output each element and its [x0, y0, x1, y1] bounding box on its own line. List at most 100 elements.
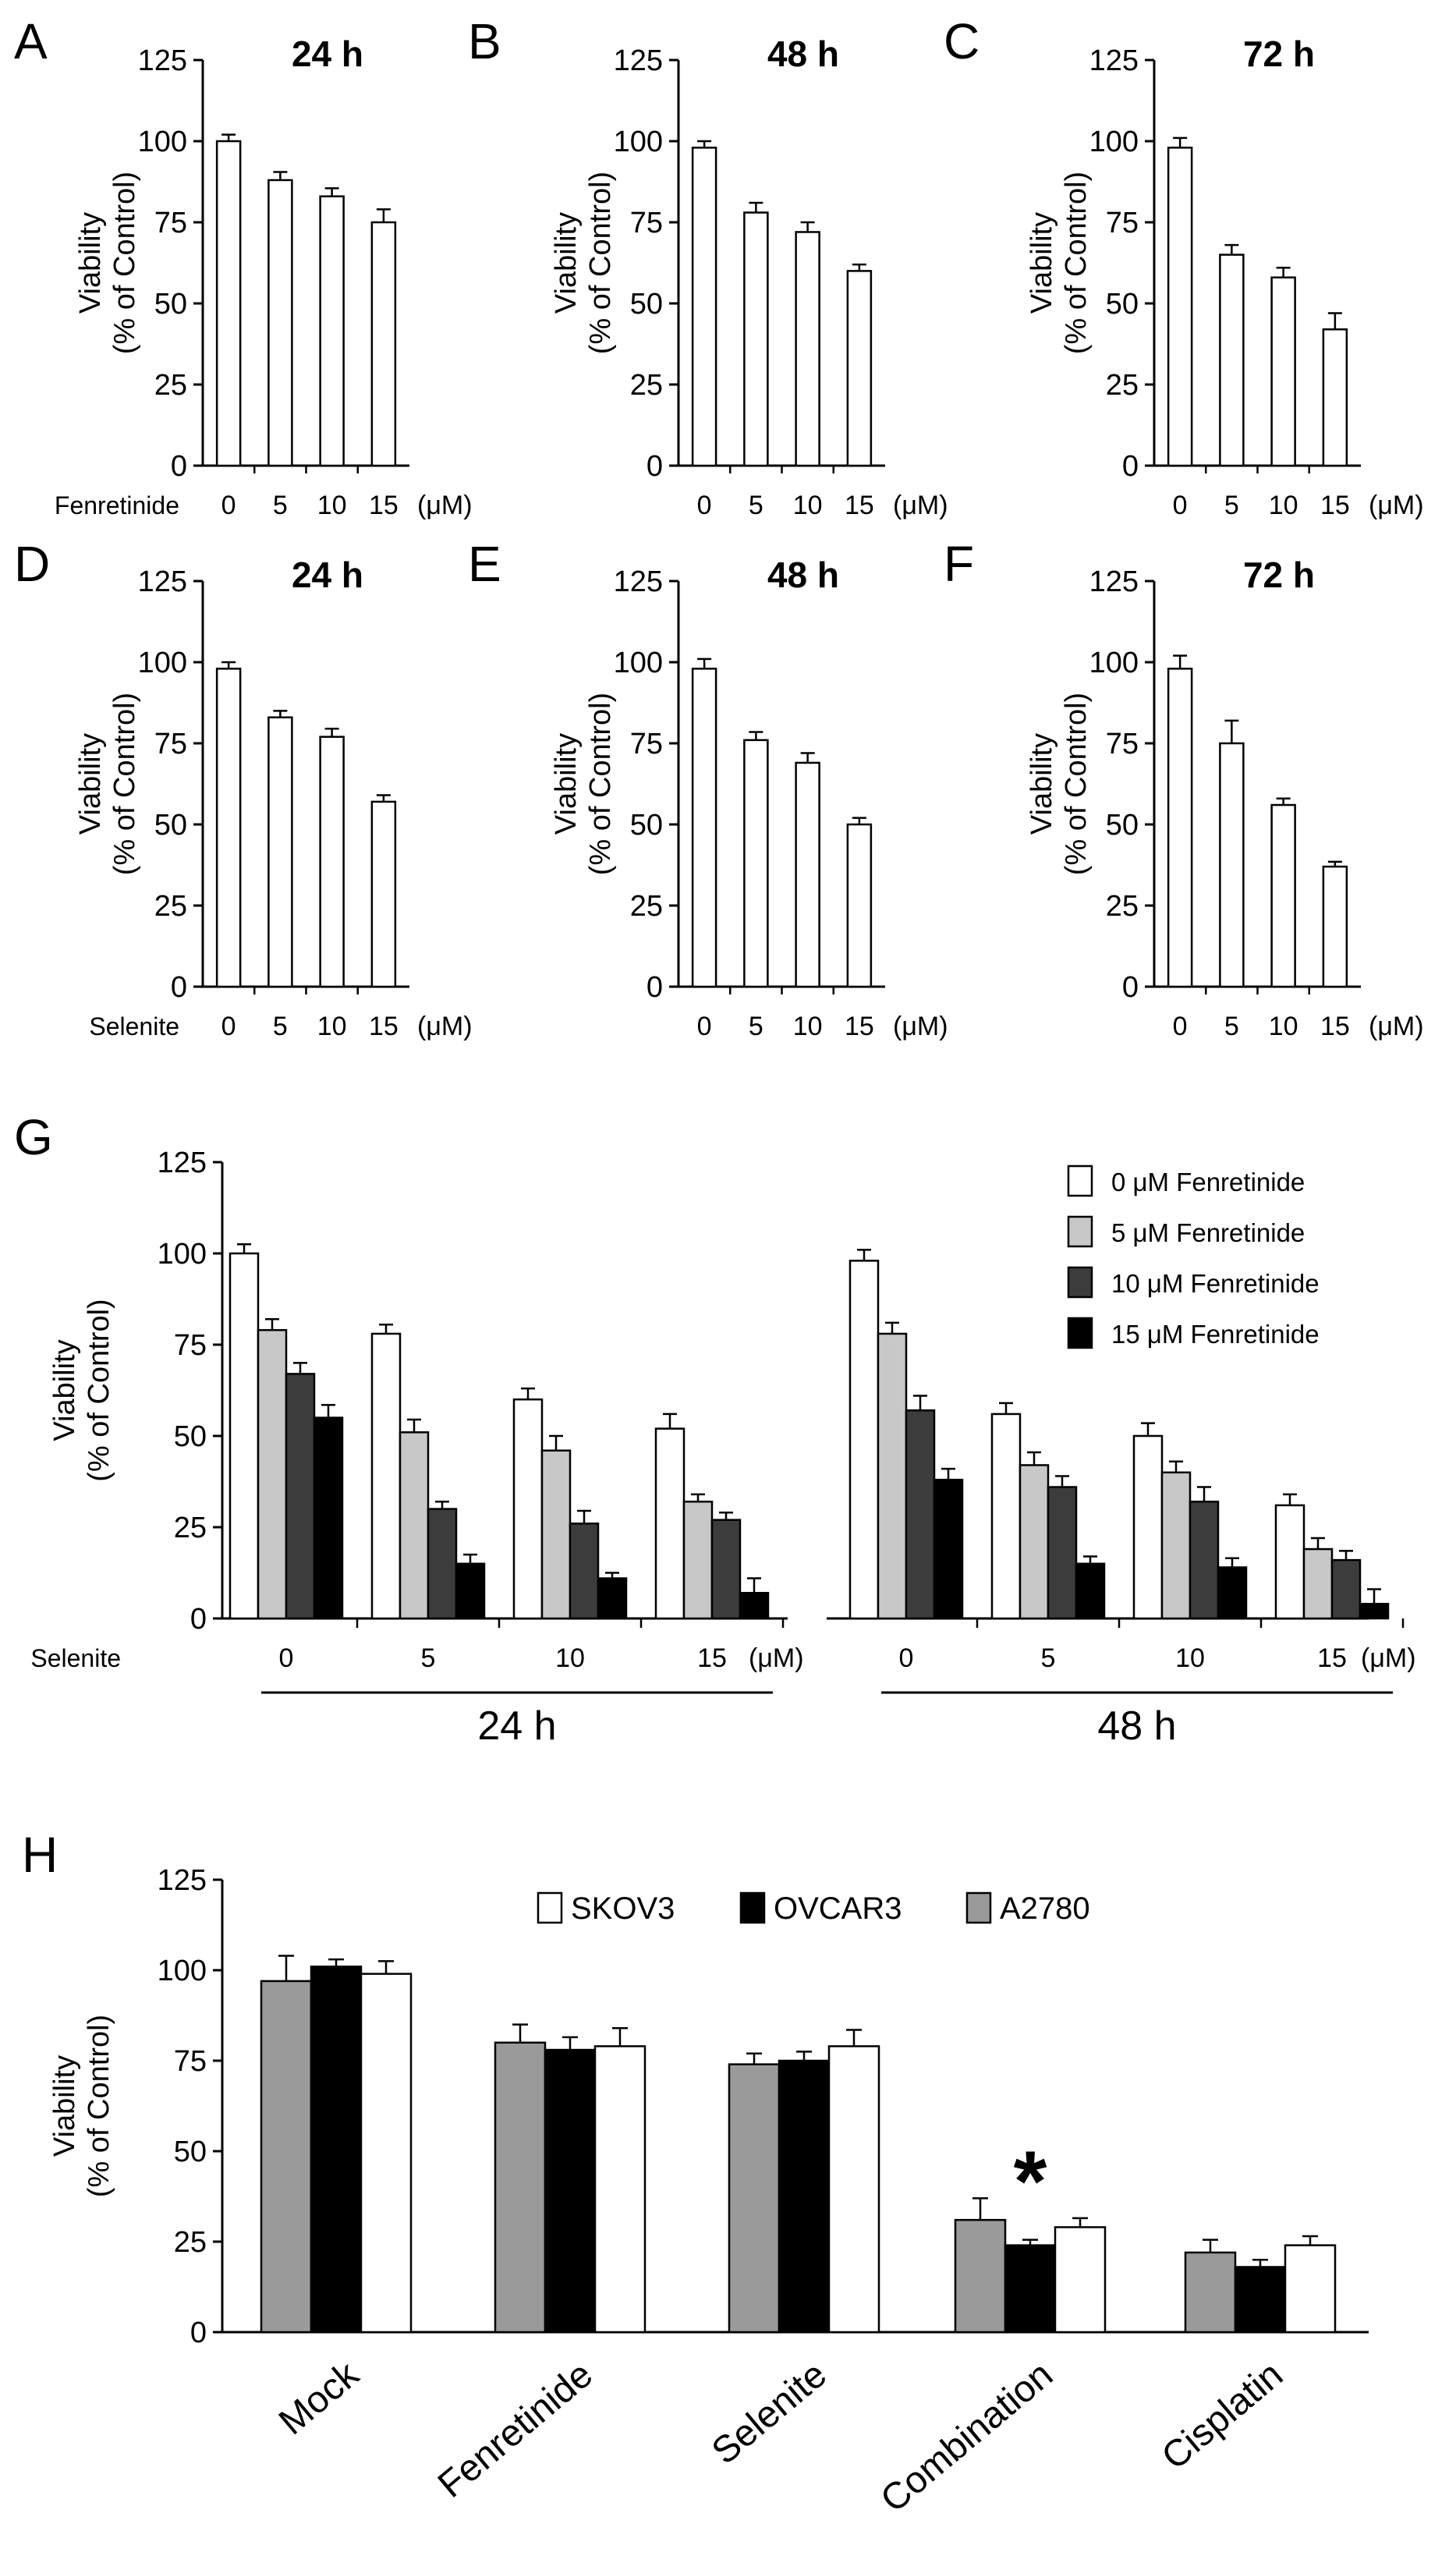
- bar: [1004, 2244, 1057, 2334]
- y-tick-label: 50: [1106, 288, 1139, 321]
- x-tick-label: 10: [1269, 491, 1298, 520]
- bar: [1219, 253, 1245, 467]
- legend-label: 5 μM Fenretinide: [1111, 1218, 1305, 1247]
- x-tick-label: 15: [369, 1012, 399, 1041]
- y-tick-label: 0: [1122, 450, 1139, 483]
- bar: [795, 761, 820, 988]
- bar: [370, 1332, 402, 1620]
- bar: [1330, 1558, 1362, 1620]
- y-tick-label: 125: [158, 1147, 207, 1179]
- bar: [455, 1562, 486, 1620]
- bar: [846, 270, 873, 467]
- x-tick-label: 0: [221, 491, 236, 520]
- x-tick-label: 5: [273, 1012, 288, 1041]
- y-tick-label: 125: [1089, 565, 1139, 598]
- y-axis-label-unit: (% of Control): [83, 2015, 115, 2197]
- y-tick-label: 125: [138, 44, 187, 77]
- bar: [682, 1500, 714, 1620]
- chart-title: 72 h: [1243, 555, 1315, 595]
- bar: [360, 1973, 413, 2334]
- y-tick-label: 75: [174, 1329, 207, 1362]
- y-tick-label: 75: [630, 728, 663, 760]
- y-tick-label: 125: [614, 565, 663, 598]
- x-tick-label: 15: [1320, 1012, 1350, 1041]
- y-tick-label: 50: [1106, 809, 1139, 842]
- bar: [267, 179, 293, 467]
- bar: [215, 140, 242, 467]
- bar: [1270, 276, 1296, 467]
- y-tick-label: 100: [138, 647, 187, 679]
- y-tick-label: 100: [614, 126, 663, 158]
- legend-label: 10 μM Fenretinide: [1111, 1269, 1320, 1298]
- legend-swatch: [965, 1891, 992, 1924]
- bar: [370, 800, 397, 988]
- x-tick-label: 15: [697, 1643, 727, 1673]
- bar: [743, 211, 769, 467]
- chart-title: 48 h: [767, 555, 839, 595]
- y-tick-label: 50: [154, 288, 187, 321]
- treatment-label: Selenite: [30, 1644, 121, 1672]
- bar: [710, 1519, 742, 1620]
- x-tick-label: 10: [555, 1643, 585, 1673]
- x-tick-label: 0: [697, 491, 712, 520]
- x-unit-label: (μM): [893, 491, 948, 520]
- x-unit-label: (μM): [417, 1012, 473, 1041]
- y-axis-label-unit: (% of Control): [1060, 172, 1093, 354]
- treatment-label: Selenite: [89, 1012, 179, 1040]
- bar: [1184, 2251, 1237, 2334]
- y-tick-label: 75: [1106, 728, 1139, 760]
- y-axis-label: Viability: [550, 212, 583, 314]
- bar: [1189, 1500, 1220, 1620]
- panel-letter-e: E: [468, 536, 501, 592]
- legend-label: A2780: [1000, 1891, 1090, 1926]
- bar: [1284, 2244, 1337, 2334]
- bar: [691, 147, 717, 467]
- x-tick-label: 5: [1224, 1012, 1239, 1041]
- x-tick-label: 10: [793, 1012, 823, 1041]
- y-tick-label: 75: [174, 2045, 207, 2078]
- bar: [1270, 803, 1296, 988]
- bar: [427, 1508, 458, 1620]
- panel-letter-b: B: [468, 13, 501, 69]
- x-tick-label: 0: [279, 1643, 294, 1673]
- group-label: 48 h: [1097, 1703, 1176, 1749]
- bar: [827, 2045, 880, 2334]
- y-tick-label: 25: [174, 1512, 207, 1544]
- x-tick-label: 10: [317, 1012, 347, 1041]
- bar: [778, 2059, 831, 2334]
- bar: [399, 1431, 430, 1620]
- y-axis-label: Viability: [550, 733, 583, 835]
- y-axis-label-unit: (% of Control): [584, 172, 617, 354]
- panel-letter-c: C: [944, 13, 980, 69]
- y-tick-label: 25: [154, 890, 187, 923]
- y-axis-label: Viability: [74, 733, 107, 835]
- x-unit-label: (μM): [749, 1643, 804, 1673]
- treatment-label: Fenretinide: [55, 491, 179, 519]
- legend-swatch: [1067, 1317, 1093, 1349]
- bar: [512, 1398, 544, 1620]
- panel-letter-g: G: [14, 1109, 53, 1165]
- y-axis-label-unit: (% of Control): [1060, 693, 1093, 875]
- x-tick-label: 0: [697, 1012, 712, 1041]
- y-tick-label: 75: [154, 207, 187, 239]
- y-tick-label: 0: [171, 450, 187, 483]
- y-axis-label: Viability: [74, 212, 107, 314]
- bar: [267, 716, 293, 988]
- bar: [1160, 1471, 1192, 1620]
- panel-letter-a: A: [14, 13, 48, 69]
- y-tick-label: 100: [158, 1955, 207, 1987]
- y-axis-label-unit: (% of Control): [584, 693, 617, 875]
- x-tick-label: Selenite: [704, 2354, 834, 2473]
- y-tick-label: 125: [614, 44, 663, 77]
- legend-label: OVCAR3: [774, 1891, 902, 1926]
- bar: [848, 1260, 880, 1620]
- bar: [1132, 1434, 1164, 1620]
- x-tick-label: 0: [899, 1643, 914, 1673]
- bar: [313, 1416, 344, 1620]
- x-tick-label: 0: [1173, 491, 1188, 520]
